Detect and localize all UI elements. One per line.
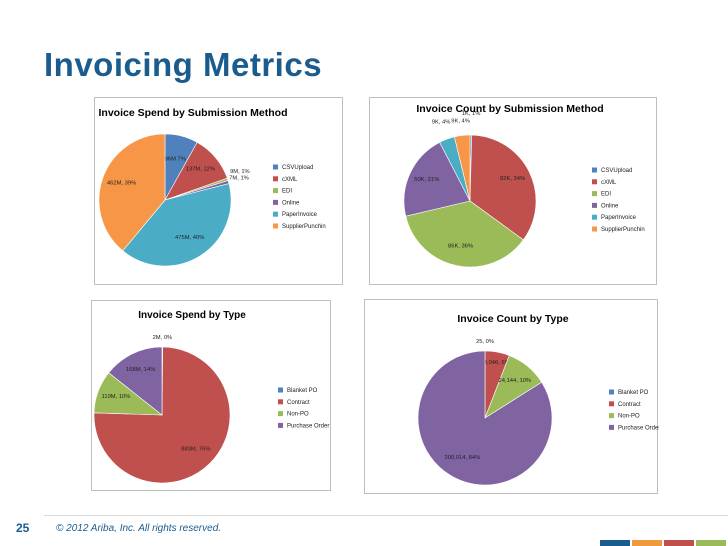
chart-title: Invoice Spend by Submission Method [98, 107, 287, 119]
pie-slice-online [403, 141, 471, 217]
legend-swatch [609, 424, 614, 430]
data-label: 1K, 1% [462, 111, 481, 117]
page-title: Invoicing Metrics [44, 46, 323, 83]
legend-label: cXML [601, 180, 617, 186]
legend-swatch [592, 179, 597, 185]
data-label: 96M 7% [165, 156, 186, 162]
legend-label: Contract [287, 400, 310, 406]
data-label: 9K, 4% [432, 120, 451, 126]
legend-swatch [273, 164, 278, 170]
legend-swatch [609, 401, 614, 407]
data-label: 2M, 0% [153, 335, 173, 341]
legend-label: cXML [282, 177, 298, 183]
pie-slice-purchase-order [417, 350, 553, 486]
legend-swatch [273, 223, 278, 229]
data-label: 200,014, 84% [445, 455, 481, 461]
chart-spend-by-type: Invoice Spend by Type 2M, 0% 883M, 76% 119M… [91, 300, 331, 491]
data-label: 9M, 1% [230, 169, 250, 175]
pie-slice-supplierpunchin [454, 134, 471, 202]
accent-segment [696, 540, 726, 546]
legend-swatch [273, 188, 278, 194]
footer-divider [44, 515, 728, 516]
legend-swatch [609, 413, 614, 419]
legend-label: Online [282, 200, 300, 206]
legend-label: Non-PO [287, 412, 309, 418]
legend-label: Purchase Order [618, 425, 659, 431]
data-label: 7M, 1% [229, 176, 249, 182]
legend-swatch [278, 411, 283, 417]
legend-swatch [592, 202, 597, 208]
legend-swatch [278, 387, 283, 393]
data-label: 137M, 12% [186, 166, 215, 172]
legend-swatch [592, 167, 597, 173]
pie-slice-edi [405, 200, 524, 268]
data-label: 9K, 4% [451, 118, 470, 124]
legend-swatch [278, 399, 283, 405]
legend-swatch [592, 191, 597, 197]
legend-swatch [273, 199, 278, 205]
page-number: 25 [16, 521, 30, 535]
pie-slice-cxml [469, 134, 537, 241]
accent-segment [664, 540, 694, 546]
chart-title: Invoice Count by Submission Method [416, 103, 603, 115]
chart-count-by-submission-method: Invoice Count by Submission Method 1K, 1%… [369, 97, 657, 285]
data-label: 462M, 39% [107, 180, 136, 186]
footer-accent-bar [600, 540, 728, 546]
chart-spend-by-submission-method: Invoice Spend by Submission Method 96M 7%… [94, 97, 343, 285]
legend-label: Purchase Order [287, 423, 329, 429]
data-label: 82K, 34% [500, 176, 525, 182]
legend-swatch [273, 176, 278, 182]
data-label: 25, 0% [476, 339, 494, 345]
legend-label: EDI [601, 192, 611, 198]
data-label: 475M, 40% [175, 235, 204, 241]
legend-swatch [592, 214, 597, 220]
legend-label: SupplierPunchin [601, 227, 645, 233]
legend-label: Online [601, 203, 619, 209]
pie-slice-contract [93, 346, 231, 484]
data-label: 86K, 36% [448, 244, 473, 250]
data-label: 14,046, 6% [481, 360, 510, 366]
chart-count-by-type: Invoice Count by Type 25, 0% 14,046, 6% 24,… [364, 299, 659, 494]
data-label: 24,144, 10% [499, 378, 532, 384]
data-label: 119M, 10% [102, 394, 131, 400]
legend-swatch [278, 422, 283, 428]
legend-label: Blanket PO [287, 388, 318, 394]
accent-segment [600, 540, 630, 546]
legend-swatch [609, 389, 614, 395]
legend-label: Contract [618, 402, 641, 408]
data-label: 168M, 14% [126, 367, 155, 373]
copyright-notice: © 2012 Ariba, Inc. All rights reserved. [56, 523, 222, 534]
legend-label: Blanket PO [618, 390, 649, 396]
legend-label: EDI [282, 189, 292, 195]
chart-title: Invoice Spend by Type [138, 310, 246, 321]
legend-label: SupplierPunchin [282, 224, 326, 230]
pie-slice-supplierpunchin [98, 133, 166, 252]
legend-label: PaperInvoice [601, 215, 637, 221]
legend-swatch [592, 226, 597, 232]
data-label: 50K, 21% [414, 177, 439, 183]
legend-swatch [273, 211, 278, 217]
legend-label: PaperInvoice [282, 212, 318, 218]
chart-title: Invoice Count by Type [457, 313, 568, 325]
pie-slice-purchase-order [108, 346, 163, 416]
legend-label: Non-PO [618, 414, 640, 420]
data-label: 883M, 76% [181, 446, 210, 452]
legend-label: CSVUpload [282, 165, 313, 171]
legend-label: CSVUpload [601, 168, 632, 174]
accent-segment [632, 540, 662, 546]
pie-slice-paperinvoice [122, 183, 232, 267]
